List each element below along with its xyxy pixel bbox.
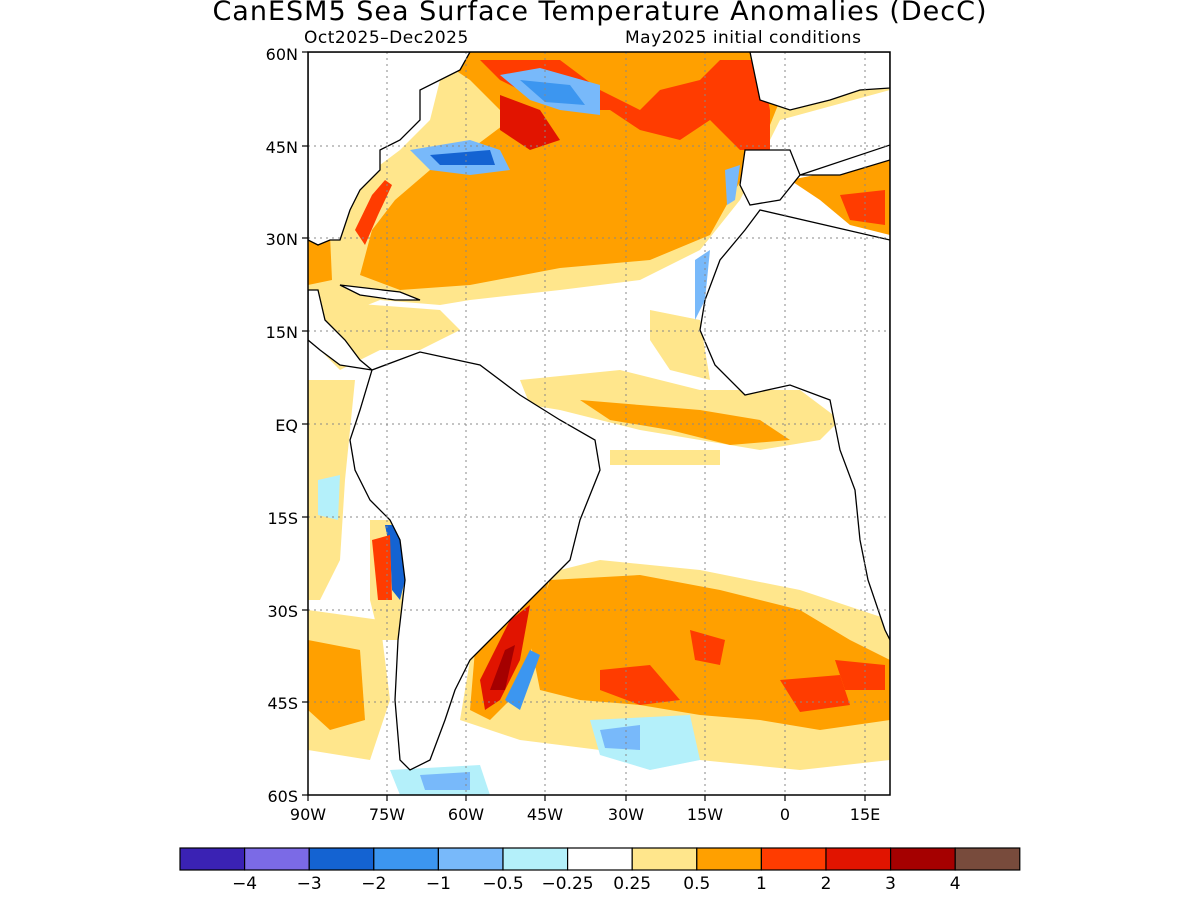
lat-label: 30S <box>267 602 298 621</box>
forecast-period: Oct2025–Dec2025 <box>304 28 469 48</box>
lon-label: 15E <box>850 805 880 824</box>
initial-conditions: May2025 initial conditions <box>625 28 862 48</box>
lon-label: 75W <box>369 805 405 824</box>
colorbar-swatch <box>437 847 504 871</box>
lat-label: 15S <box>267 509 298 528</box>
colorbar-label: 2 <box>821 874 832 894</box>
colorbar-swatch <box>244 847 310 871</box>
lon-label: 45W <box>527 805 563 824</box>
colorbar-label: −1 <box>426 874 451 894</box>
chart-title: CanESM5 Sea Surface Temperature Anomalie… <box>212 0 988 27</box>
lat-label: 30N <box>266 230 298 249</box>
lat-label: EQ <box>275 416 298 435</box>
lon-label: 0 <box>780 805 790 824</box>
colorbar-swatch <box>760 847 827 871</box>
colorbar-label: 3 <box>885 874 896 894</box>
lon-label: 30W <box>608 805 644 824</box>
lon-label: 15W <box>687 805 723 824</box>
colorbar-swatch <box>954 847 1021 871</box>
lat-label: 60S <box>267 787 298 806</box>
colorbar-label: 0.25 <box>613 874 651 894</box>
lat-label: 45S <box>267 694 298 713</box>
colorbar-swatch <box>502 847 569 871</box>
colorbar-swatch <box>373 847 439 871</box>
colorbar-label: 0.5 <box>683 874 710 894</box>
colorbar-swatch <box>825 847 892 871</box>
colorbar-swatch <box>566 847 633 871</box>
colorbar-label: −0.25 <box>542 874 594 894</box>
graticule <box>308 52 890 795</box>
anomaly-fields <box>308 52 890 795</box>
colorbar-label: −4 <box>232 874 257 894</box>
colorbar-swatch <box>179 847 246 871</box>
continents <box>308 52 890 771</box>
lon-label: 60W <box>448 805 484 824</box>
colorbar-label: −0.5 <box>482 874 523 894</box>
colorbar-labels: −4 −3 −2 −1 −0.5 −0.25 0.25 0.5 1 2 3 4 <box>232 874 961 894</box>
colorbar-swatch <box>696 847 762 871</box>
lon-label: 90W <box>290 805 326 824</box>
colorbar-label: −2 <box>361 874 386 894</box>
colorbar-label: −3 <box>297 874 322 894</box>
colorbar-swatch <box>889 847 956 871</box>
colorbar-label: 4 <box>950 874 961 894</box>
lat-label: 15N <box>266 323 298 342</box>
colorbar-swatch <box>631 847 698 871</box>
colorbar-label: 1 <box>756 874 767 894</box>
lat-label: 45N <box>266 138 298 157</box>
colorbar-swatch <box>308 847 375 871</box>
tick-marks <box>302 51 866 801</box>
lat-label: 60N <box>266 45 298 64</box>
colorbar <box>179 847 1021 871</box>
